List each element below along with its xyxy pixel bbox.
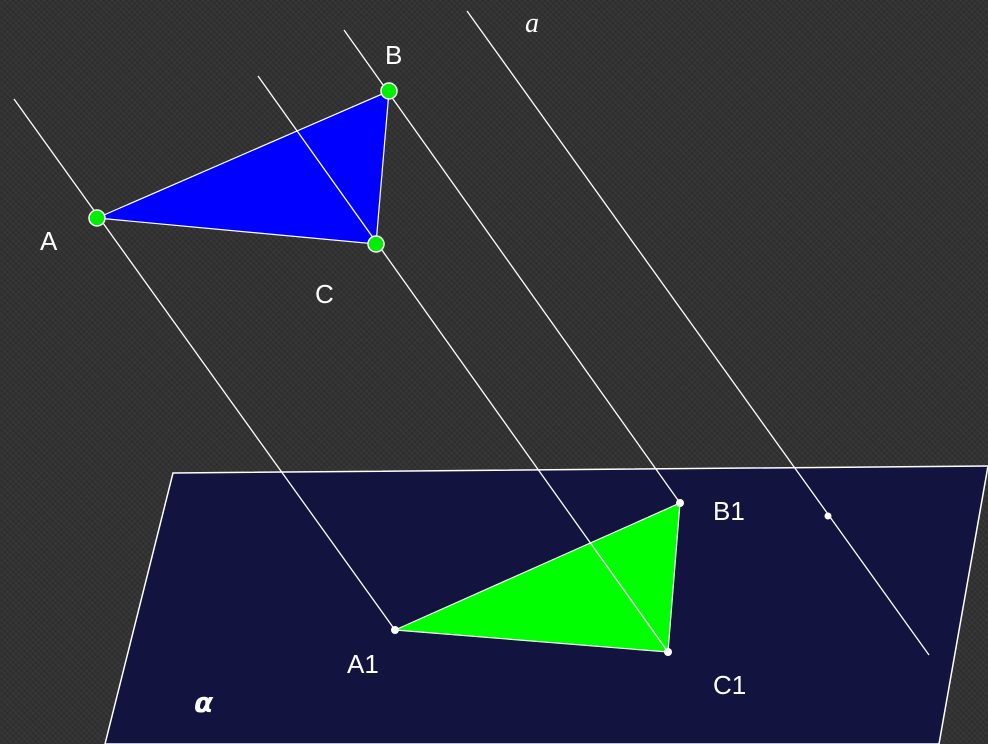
label-plane-alpha: α — [194, 686, 214, 719]
point-b1 — [676, 499, 684, 507]
label-a1: A1 — [347, 649, 379, 679]
label-line-a: a — [525, 8, 539, 39]
point-c[interactable] — [367, 235, 385, 253]
label-b1: B1 — [713, 496, 745, 526]
point-c1 — [664, 648, 672, 656]
point-b[interactable] — [380, 82, 398, 100]
label-c1: C1 — [713, 670, 746, 700]
label-b: B — [385, 40, 402, 70]
projection-line-b — [343, 29, 681, 504]
projection-line-a — [13, 98, 396, 631]
point-on-line-a — [824, 512, 832, 520]
point-a1 — [391, 626, 399, 634]
label-c: C — [315, 279, 334, 309]
projection-line-c — [257, 75, 669, 653]
point-a[interactable] — [88, 209, 106, 227]
triangle-a1b1c1 — [394, 502, 681, 653]
line-a — [466, 10, 930, 656]
triangle-abc — [96, 90, 390, 245]
label-a: A — [40, 226, 58, 256]
